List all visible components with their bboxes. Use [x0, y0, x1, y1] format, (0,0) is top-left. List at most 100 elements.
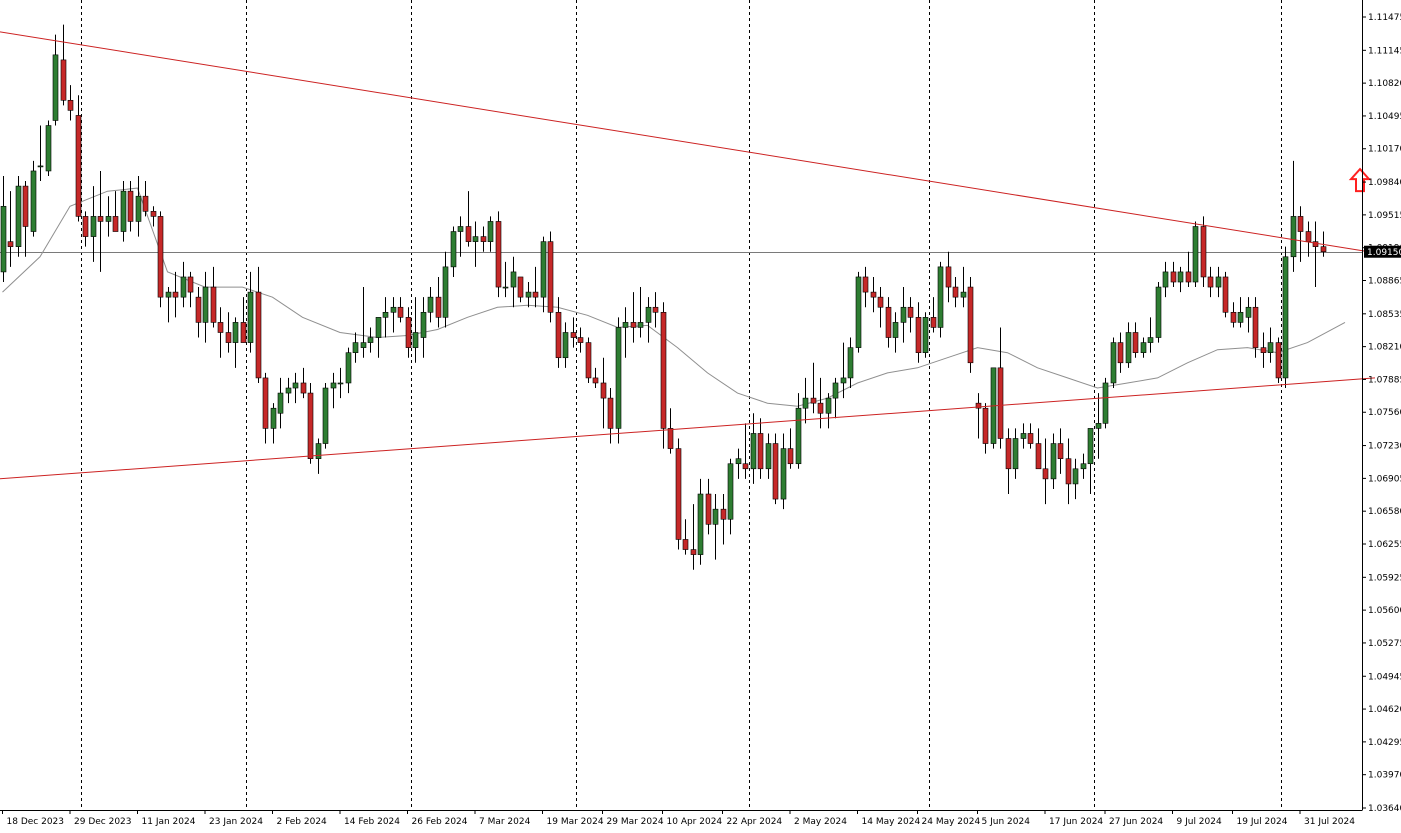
- x-tick-label: 24 May 2024: [922, 817, 981, 827]
- candle: [457, 216, 464, 257]
- candle: [825, 393, 832, 429]
- candle: [1080, 453, 1087, 479]
- candle: [1282, 246, 1289, 389]
- candle: [157, 211, 164, 308]
- bear-candle-body: [210, 286, 217, 323]
- bull-candle-body: [247, 291, 254, 343]
- bear-candle-body: [547, 241, 554, 313]
- candle: [1110, 337, 1117, 389]
- bear-candle-body: [172, 291, 179, 298]
- bull-candle-body: [1125, 332, 1132, 364]
- y-tick-label: 1.06580: [1368, 507, 1401, 517]
- candle: [600, 357, 607, 429]
- candle: [390, 297, 397, 333]
- bear-candle-body: [495, 221, 502, 288]
- candle: [142, 181, 149, 217]
- bear-candle-body: [810, 397, 817, 404]
- y-tick-label: 1.07560: [1368, 408, 1401, 418]
- candle: [667, 408, 674, 454]
- candle: [832, 377, 839, 419]
- candle: [615, 317, 622, 444]
- bear-candle-body: [1275, 342, 1282, 379]
- candle: [862, 266, 869, 308]
- candle: [900, 287, 907, 343]
- x-tick-label: 31 Jul 2024: [1304, 817, 1355, 827]
- candle: [697, 478, 704, 565]
- candle: [337, 367, 344, 399]
- candle: [937, 261, 944, 338]
- bear-candle-body: [862, 276, 869, 293]
- bear-candle-body: [1065, 458, 1072, 485]
- x-tick-label: 5 Jun 2024: [982, 817, 1031, 827]
- bull-candle-body: [840, 377, 847, 384]
- candle: [465, 191, 472, 247]
- current-price-box: [1364, 245, 1401, 258]
- y-tick-label: 1.10495: [1368, 112, 1401, 122]
- candle: [420, 297, 427, 358]
- bull-candle-body: [337, 382, 344, 385]
- candle: [795, 393, 802, 469]
- y-tick-label: 1.07885: [1368, 375, 1401, 385]
- candle: [990, 367, 997, 449]
- x-tick-label: 27 Jun 2024: [1109, 817, 1163, 827]
- bull-candle-body: [1140, 342, 1147, 353]
- candle: [517, 276, 524, 303]
- bear-candle-body: [817, 402, 824, 414]
- candle: [1185, 251, 1192, 288]
- bull-candle-body: [292, 382, 299, 389]
- candle: [510, 256, 517, 308]
- candle: [442, 251, 449, 328]
- bull-candle-body: [30, 170, 37, 232]
- candle: [1260, 332, 1267, 368]
- resistance-trendline: [0, 31, 1376, 254]
- candle: [270, 403, 277, 444]
- bear-candle-body: [82, 216, 89, 237]
- y-tick-label: 1.03640: [1368, 804, 1401, 814]
- bull-candle-body: [1095, 423, 1102, 429]
- bear-candle-body: [585, 342, 592, 379]
- candle: [952, 276, 959, 308]
- candle: [127, 181, 134, 232]
- y-tick-label: 1.11475: [1368, 13, 1401, 23]
- bull-candle-body: [382, 311, 389, 318]
- candle: [690, 504, 697, 570]
- candle: [15, 176, 22, 257]
- bear-candle-body: [1117, 342, 1124, 364]
- candle: [525, 282, 532, 308]
- bull-candle-body: [1080, 463, 1087, 470]
- candle: [150, 206, 157, 227]
- candles-layer: [0, 24, 1327, 570]
- bull-candle-body: [795, 407, 802, 465]
- candle: [982, 403, 989, 454]
- candle: [187, 271, 194, 308]
- bull-candle-body: [37, 165, 44, 168]
- candle: [915, 302, 922, 363]
- bull-candle-body: [645, 306, 652, 323]
- candle: [1057, 428, 1064, 474]
- candle: [1155, 282, 1162, 343]
- candle: [1192, 221, 1199, 288]
- candle: [1035, 428, 1042, 470]
- candle: [1012, 428, 1019, 479]
- bull-candle-body: [367, 337, 374, 343]
- bear-candle-body: [675, 448, 682, 540]
- candle: [772, 433, 779, 505]
- y-tick-label: 1.05275: [1368, 639, 1401, 649]
- bull-candle-body: [727, 463, 734, 520]
- bear-candle-body: [307, 392, 314, 459]
- bear-candle-body: [1260, 347, 1267, 353]
- candle: [712, 494, 719, 560]
- bull-candle-body: [1237, 311, 1244, 323]
- bear-candle-body: [67, 99, 74, 111]
- candle: [22, 181, 29, 257]
- candle: [165, 287, 172, 323]
- y-tick-label: 1.04945: [1368, 672, 1401, 682]
- y-tick-label: 1.05925: [1368, 573, 1401, 583]
- bull-candle-body: [847, 347, 854, 379]
- bear-candle-body: [705, 493, 712, 525]
- bull-candle-body: [502, 286, 509, 289]
- bull-candle-body: [780, 448, 787, 500]
- x-tick-label: 22 Apr 2024: [727, 817, 783, 827]
- bear-candle-body: [930, 317, 937, 328]
